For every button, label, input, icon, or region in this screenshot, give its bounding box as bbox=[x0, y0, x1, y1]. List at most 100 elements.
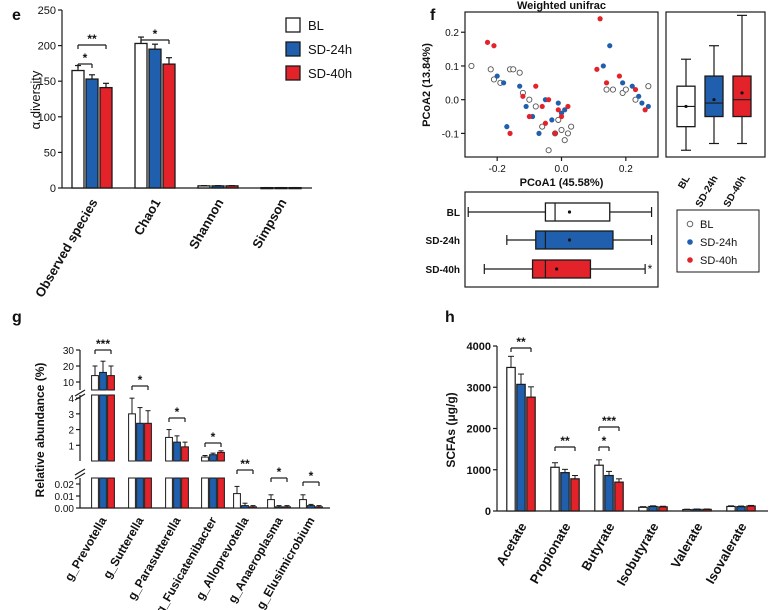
chart0-ytick-label: 0 bbox=[50, 183, 56, 195]
chart1-xtick-label: 0.2 bbox=[619, 164, 633, 175]
chart2-bar bbox=[209, 454, 217, 462]
chart2-axis-break bbox=[74, 393, 86, 401]
chart1-point-0 bbox=[558, 126, 565, 134]
chart2-bar bbox=[91, 394, 99, 462]
chart2-ytick-label: 0.02 bbox=[55, 480, 75, 491]
chart3-category-label: Valerate bbox=[668, 520, 706, 571]
chart2-bar bbox=[299, 499, 307, 509]
chart1-point-2 bbox=[603, 80, 610, 86]
chart2-bar bbox=[107, 375, 115, 391]
chart2-bar bbox=[107, 394, 115, 462]
chart1-side-box-mean bbox=[740, 91, 744, 95]
chart1-point-0 bbox=[632, 96, 639, 103]
chart1-side-box-mean bbox=[684, 104, 688, 109]
chart1-point-1 bbox=[501, 80, 507, 86]
chart1-side-box bbox=[704, 75, 724, 118]
chart1-xtick-label: 0.0 bbox=[555, 164, 569, 175]
chart1-legend-label: SD-40h bbox=[700, 255, 737, 267]
chart3-bar bbox=[604, 474, 614, 512]
chart3-bar bbox=[692, 508, 702, 512]
chart2-significance-3-label: * bbox=[211, 430, 216, 444]
chart2-bar bbox=[91, 477, 99, 509]
chart1-point-0 bbox=[545, 147, 552, 154]
chart1-point-1 bbox=[562, 107, 568, 113]
chart1-legend-frame bbox=[676, 209, 760, 273]
chart1-xtick-label: -0.2 bbox=[489, 164, 507, 175]
chart3-bar bbox=[506, 366, 516, 512]
chart0-category-label: Shannon bbox=[186, 196, 227, 252]
chart1-point-1 bbox=[639, 100, 645, 106]
chart1-point-2 bbox=[546, 97, 552, 103]
chart2-bar bbox=[241, 505, 249, 509]
chart0-legend-label: SD-24h bbox=[308, 42, 352, 57]
chart1-bottom-box bbox=[531, 259, 592, 279]
chart2-ytick-label: 10 bbox=[63, 378, 75, 389]
chart0-legend-swatch bbox=[285, 65, 301, 81]
chart1-point-1 bbox=[607, 43, 613, 49]
chart2-ytick-label: 20 bbox=[63, 362, 75, 373]
chart1-point-2 bbox=[507, 130, 513, 136]
chart1-xlabel: PCoA1 (45.58%) bbox=[520, 177, 604, 189]
chart2-ytick-label: 30 bbox=[63, 346, 75, 357]
chart1-point-1 bbox=[523, 103, 529, 110]
chart1-point-1 bbox=[600, 63, 606, 69]
chart1-point-2 bbox=[642, 107, 648, 113]
chart2-bar bbox=[217, 477, 225, 509]
chart1-point-0 bbox=[568, 123, 575, 130]
chart2-bar bbox=[136, 422, 144, 462]
chart2-bar bbox=[165, 436, 173, 462]
chart3-ytick-label: 4000 bbox=[467, 341, 491, 353]
chart0-category-label: Observed species bbox=[32, 196, 101, 300]
chart2-axis-break bbox=[74, 472, 86, 480]
chart1-side-box-frame bbox=[665, 11, 766, 158]
chart3-bar bbox=[560, 472, 570, 512]
chart2-ytick-label: 4 bbox=[68, 394, 74, 405]
chart0-legend-label: BL bbox=[308, 18, 324, 33]
chart2-bar bbox=[144, 477, 152, 509]
panel-label-h: h bbox=[445, 309, 455, 326]
chart1-point-1 bbox=[620, 80, 626, 86]
panel-label-g: g bbox=[12, 309, 22, 326]
chart0-bar bbox=[162, 63, 176, 189]
chart1-legend-marker bbox=[686, 220, 694, 228]
chart3-bar bbox=[658, 506, 668, 512]
chart1-point-0 bbox=[510, 66, 517, 73]
chart2-bar bbox=[201, 477, 209, 509]
chart0-bar bbox=[71, 69, 85, 189]
chart1-point-1 bbox=[549, 117, 555, 123]
chart2-bar bbox=[249, 506, 257, 509]
chart2-bar bbox=[99, 394, 107, 462]
chart2-bar bbox=[275, 506, 283, 509]
chart1-point-0 bbox=[603, 86, 610, 93]
chart3-category-label: Propionate bbox=[527, 520, 574, 586]
chart2-bar bbox=[209, 477, 217, 509]
chart3-bar bbox=[570, 478, 580, 512]
chart2-significance-6-label: * bbox=[309, 469, 314, 483]
chart2-bar bbox=[217, 451, 225, 462]
chart2-significance-5-label: * bbox=[277, 465, 282, 479]
chart1-bottom-box-category: BL bbox=[447, 208, 460, 219]
chart3-category-label: Acetate bbox=[493, 520, 529, 568]
chart1-point-1 bbox=[504, 124, 510, 130]
chart2-axis-break bbox=[74, 468, 86, 476]
panel-label-e: e bbox=[12, 7, 21, 24]
chart1-point-2 bbox=[555, 107, 561, 113]
chart3-ytick-label: 1000 bbox=[467, 465, 491, 477]
chart1-point-0 bbox=[532, 103, 539, 110]
chart0-significance-0-label: * bbox=[83, 51, 88, 65]
chart3-category-label: Isobutyrate bbox=[614, 520, 662, 588]
chart1-bottom-box-category: SD-24h bbox=[426, 236, 460, 247]
chart0-ytick-label: 50 bbox=[44, 147, 56, 159]
chart1-bottom-box-category: SD-40h bbox=[426, 265, 460, 276]
chart3-ylabel: SCFAs (μg/g) bbox=[444, 392, 458, 467]
chart1-point-2 bbox=[552, 130, 558, 136]
chart2-bar bbox=[283, 506, 291, 509]
chart1-bottom-box-outlier: * bbox=[648, 262, 653, 276]
chart1-side-box-category: SD-40h bbox=[722, 174, 749, 209]
chart3-bar bbox=[526, 396, 536, 512]
chart1-point-0 bbox=[561, 137, 568, 144]
chart0-legend-swatch bbox=[285, 41, 301, 57]
chart2-ytick-label: 3 bbox=[68, 410, 74, 421]
chart1-point-0 bbox=[555, 116, 562, 123]
